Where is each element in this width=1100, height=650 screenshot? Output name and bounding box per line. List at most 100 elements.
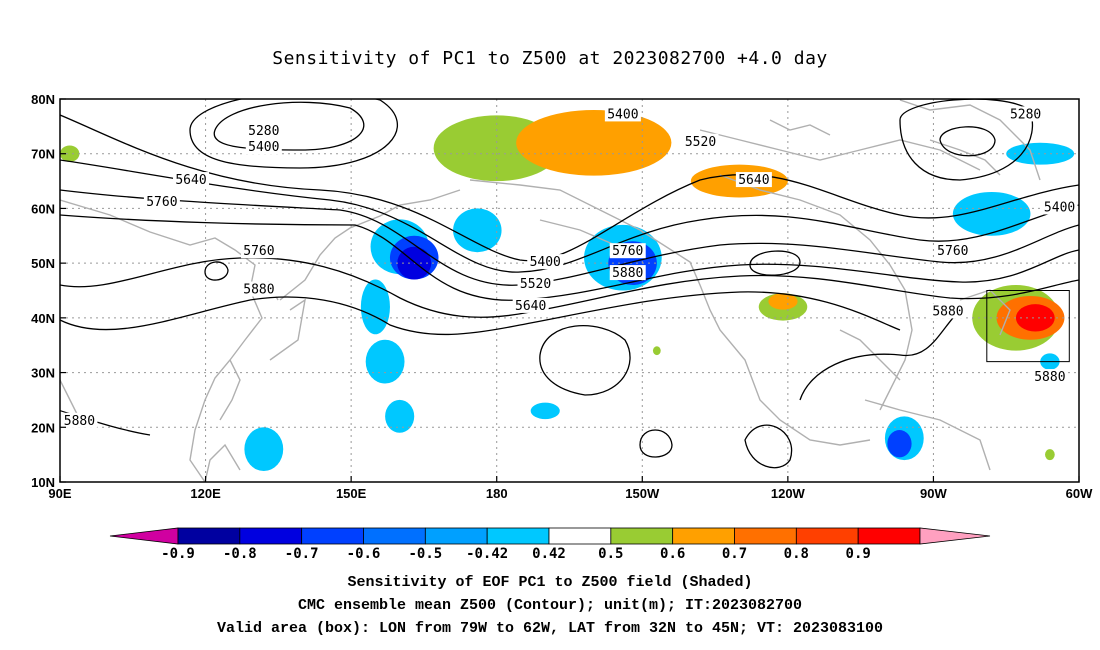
colorbar-label: -0.9 <box>161 546 195 562</box>
contour-label: 5280 <box>248 124 279 139</box>
y-tick-label: 50N <box>31 256 55 271</box>
colorbar-box <box>548 527 612 545</box>
x-tick-label: 150W <box>625 486 660 501</box>
contour-label-bg <box>143 193 180 209</box>
colorbar-label: 0.7 <box>722 546 747 562</box>
contour-label-bg <box>929 303 966 319</box>
sensitivity-region <box>244 427 284 472</box>
sensitivity-region <box>60 145 80 162</box>
colorbar-box <box>424 527 488 545</box>
sensitivity-region <box>365 339 405 384</box>
contour-label: 5280 <box>1010 107 1041 122</box>
contour-label-bg <box>517 276 554 292</box>
latitude-axis: 80N 70N 60N 50N 40N 30N 20N 10N <box>31 92 66 490</box>
caption-shading: Sensitivity of EOF PC1 to Z500 field (Sh… <box>347 574 753 591</box>
colorbar-label: 0.8 <box>784 546 809 562</box>
contour-label: 5760 <box>937 244 968 259</box>
contour-label: 5640 <box>175 173 206 188</box>
x-tick-label: 90W <box>920 486 947 501</box>
contour-label: 5400 <box>607 107 638 122</box>
colorbar-box <box>177 527 241 545</box>
contour-label: 5880 <box>243 283 274 298</box>
colorbar-box <box>857 527 921 545</box>
x-tick-label: 120E <box>190 486 221 501</box>
colorbar-box <box>734 527 797 545</box>
y-tick-label: 20N <box>31 420 55 435</box>
contour-label: 5520 <box>520 277 551 292</box>
colorbar-label: -0.6 <box>347 546 381 562</box>
contour-label: 5400 <box>1044 200 1075 215</box>
contour-label-bg <box>1041 199 1078 215</box>
caption-valid-area: Valid area (box): LON from 79W to 62W, L… <box>216 620 884 637</box>
sensitivity-region <box>768 293 798 310</box>
colorbar-label: -0.5 <box>408 546 442 562</box>
caption-contour: CMC ensemble mean Z500 (Contour); unit(m… <box>297 597 803 614</box>
sensitivity-region <box>516 109 672 176</box>
colorbar-label: 0.42 <box>532 546 566 562</box>
x-tick-label: 60W <box>1066 486 1093 501</box>
x-tick-label: 120W <box>771 486 806 501</box>
x-tick-label: 90E <box>48 486 71 501</box>
longitude-axis: 90E 120E 150E 180 150W 120W 90W 60W <box>48 476 1093 501</box>
colorbar-label: -0.42 <box>466 546 508 562</box>
sensitivity-region <box>1015 304 1055 332</box>
coastlines <box>60 99 1041 482</box>
colorbar-box <box>486 527 550 545</box>
colorbar-box <box>301 527 364 545</box>
contour-label-bg <box>240 281 277 297</box>
contour-label: 5760 <box>243 244 274 259</box>
colorbar-label: 0.5 <box>598 546 623 562</box>
contour-label-bg <box>609 265 646 281</box>
colorbar-box <box>795 527 859 545</box>
contour-label: 5640 <box>738 173 769 188</box>
y-tick-label: 80N <box>31 92 55 107</box>
sensitivity-region <box>652 346 661 356</box>
sensitivity-region <box>453 208 502 253</box>
y-tick-label: 30N <box>31 366 55 381</box>
contour-label-bg <box>173 172 210 188</box>
colorbar-label: 0.9 <box>846 546 871 562</box>
contour-label-bg <box>1007 106 1044 122</box>
contour-label-bg <box>934 243 971 259</box>
x-tick-label: 150E <box>336 486 367 501</box>
colorbar-min-triangle <box>109 527 179 545</box>
contour-label-bg <box>245 139 282 155</box>
contour-label-bg <box>240 243 277 259</box>
contour-label: 5400 <box>530 255 561 270</box>
colorbar-label: -0.8 <box>223 546 257 562</box>
contour-label-bg <box>245 122 282 138</box>
colorbar-box <box>239 527 303 545</box>
y-tick-label: 60N <box>31 201 55 216</box>
colorbar-box <box>363 527 426 545</box>
y-tick-label: 70N <box>31 147 55 162</box>
contour-label: 5880 <box>64 414 95 429</box>
map-title: Sensitivity of PC1 to Z500 at 2023082700… <box>272 48 828 69</box>
contour-label: 5760 <box>612 244 643 259</box>
contour-label: 5760 <box>146 195 177 210</box>
contour-label-bg <box>512 297 549 313</box>
plot-frame <box>59 98 1080 483</box>
colorbar: -0.9 -0.8 -0.7 -0.6 -0.5 -0.42 0.42 0.5 0.6 0.7 0.… <box>109 527 991 562</box>
y-tick-label: 40N <box>31 311 55 326</box>
contour-label: 5880 <box>612 266 643 281</box>
contour-label-bg <box>735 172 772 188</box>
sensitivity-region <box>1045 449 1055 461</box>
sensitivity-region <box>952 192 1031 236</box>
colorbar-box <box>610 527 674 545</box>
sensitivity-region <box>385 399 415 433</box>
sensitivity-region <box>360 279 390 335</box>
contour-label: 5400 <box>248 140 279 155</box>
sensitivity-map: 5280540056405760576058805880540055205640… <box>31 92 1100 562</box>
contour-label: 5640 <box>515 299 546 314</box>
y-tick-label: 10N <box>31 475 55 490</box>
sensitivity-region <box>1079 236 1100 291</box>
contour-label-bg <box>61 412 98 428</box>
sensitivity-region <box>1006 142 1075 165</box>
contour-label-bg <box>527 254 564 270</box>
colorbar-label: 0.6 <box>660 546 685 562</box>
valid-area-box <box>986 290 1070 363</box>
contour-label: 5880 <box>1034 370 1065 385</box>
sensitivity-shading <box>60 109 1100 472</box>
contour-label-bg <box>682 133 719 149</box>
x-tick-label: 180 <box>486 486 508 501</box>
